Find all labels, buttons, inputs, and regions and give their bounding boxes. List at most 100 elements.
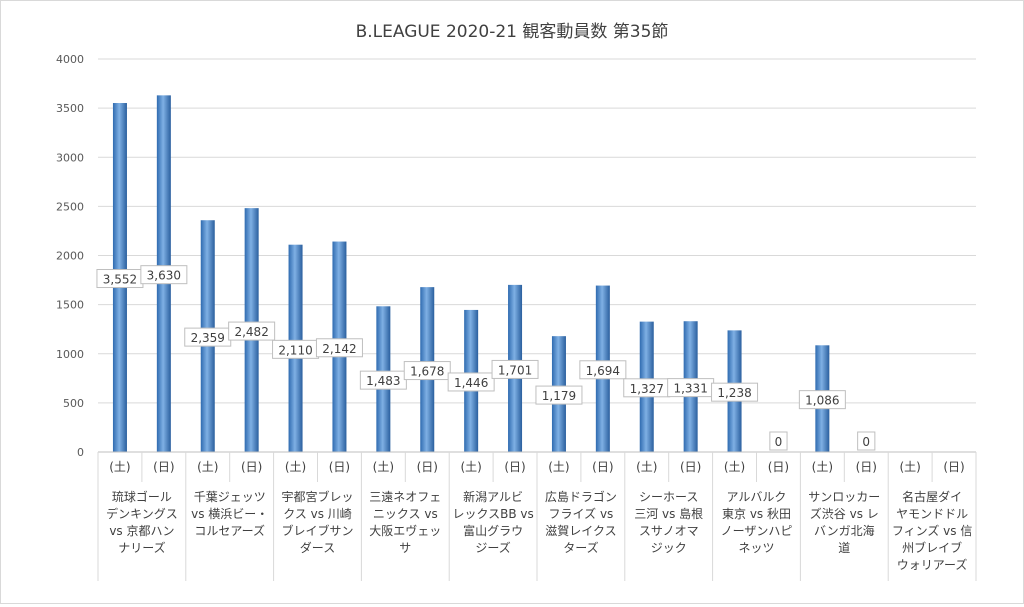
category-label: ウォリアーズ bbox=[897, 557, 968, 572]
category-label: 琉球ゴール bbox=[112, 489, 172, 504]
day-label: (土) bbox=[899, 460, 920, 474]
category-label: ニックス vs bbox=[373, 507, 438, 521]
data-label: 1,701 bbox=[498, 363, 532, 377]
category-label: バンガ北海 bbox=[814, 523, 875, 538]
data-label: 1,678 bbox=[410, 365, 444, 379]
data-label: 3,552 bbox=[103, 273, 137, 287]
category-label: ダース bbox=[300, 540, 335, 555]
y-tick-label: 3000 bbox=[56, 151, 84, 164]
day-label: (日) bbox=[504, 460, 525, 474]
data-label-box bbox=[228, 321, 276, 341]
category-label: コルセアーズ bbox=[194, 523, 265, 538]
data-label: 1,179 bbox=[542, 389, 576, 403]
data-label-box bbox=[315, 338, 363, 358]
data-label-box bbox=[769, 431, 788, 451]
day-label: (土) bbox=[285, 460, 306, 474]
category-label: ターズ bbox=[563, 540, 598, 555]
category-label: ズ渋谷 vs レ bbox=[810, 506, 879, 521]
category-label: ジーズ bbox=[475, 540, 510, 555]
data-label-box bbox=[857, 431, 876, 451]
category-label: サ bbox=[399, 541, 411, 555]
category-label: サンロッカー bbox=[808, 490, 880, 504]
category-label: 名古屋ダイ bbox=[902, 489, 962, 504]
data-label-box bbox=[711, 382, 759, 402]
day-label: (日) bbox=[153, 460, 174, 474]
y-tick-label: 2500 bbox=[56, 200, 84, 213]
data-label-box bbox=[359, 370, 407, 390]
y-tick-label: 0 bbox=[77, 446, 84, 459]
category-label: クス vs 川崎 bbox=[283, 507, 352, 521]
data-label: 0 bbox=[862, 435, 870, 449]
data-label-box bbox=[535, 385, 583, 405]
day-label: (土) bbox=[109, 460, 130, 474]
day-label: (土) bbox=[548, 460, 569, 474]
data-label: 1,327 bbox=[630, 382, 664, 396]
data-label: 2,142 bbox=[322, 342, 356, 356]
day-label: (土) bbox=[197, 460, 218, 474]
category-label: 三河 vs 島根 bbox=[634, 506, 703, 521]
data-label: 1,238 bbox=[717, 386, 751, 400]
day-label: (土) bbox=[636, 460, 657, 474]
category-label: 大阪エヴェッ bbox=[369, 523, 441, 538]
category-label: 三遠ネオフェ bbox=[369, 490, 441, 504]
data-label-box bbox=[447, 372, 495, 392]
category-label: 広島ドラゴン bbox=[545, 489, 617, 504]
y-tick-label: 3500 bbox=[56, 102, 84, 115]
category-label: vs 横浜ビー・ bbox=[191, 507, 268, 521]
category-label: ジック bbox=[651, 541, 687, 555]
data-label: 3,630 bbox=[147, 269, 181, 283]
category-label: 州ブレイブ bbox=[902, 540, 962, 555]
category-label: デンキングス bbox=[106, 506, 178, 521]
data-label: 2,359 bbox=[191, 331, 225, 345]
category-label: スサノオマ bbox=[639, 524, 699, 538]
category-label: シーホース bbox=[639, 490, 698, 504]
day-label: (土) bbox=[460, 460, 481, 474]
category-label: 東京 vs 秋田 bbox=[722, 507, 791, 521]
category-label: vs 京都ハン bbox=[109, 524, 174, 538]
data-label-box bbox=[403, 361, 451, 381]
category-label: アルバルク bbox=[727, 490, 787, 504]
data-label: 1,331 bbox=[673, 382, 707, 396]
y-tick-label: 4000 bbox=[56, 53, 84, 66]
day-label: (日) bbox=[329, 460, 350, 474]
data-label: 1,483 bbox=[366, 374, 400, 388]
day-label: (日) bbox=[943, 460, 964, 474]
day-label: (日) bbox=[856, 460, 877, 474]
category-label: フライズ vs bbox=[548, 506, 613, 521]
data-label-box bbox=[579, 360, 627, 380]
category-label: ノーザンハピ bbox=[721, 524, 793, 538]
data-label: 2,482 bbox=[234, 325, 268, 339]
day-label: (土) bbox=[724, 460, 745, 474]
day-label: (日) bbox=[241, 460, 262, 474]
day-label: (日) bbox=[680, 460, 701, 474]
data-label: 2,110 bbox=[278, 343, 312, 357]
category-label: 滋賀レイクス bbox=[545, 524, 616, 538]
y-tick-label: 2000 bbox=[56, 250, 84, 263]
data-label: 0 bbox=[775, 435, 783, 449]
category-label: ヤモンドドル bbox=[896, 507, 968, 521]
data-label: 1,694 bbox=[586, 364, 620, 378]
data-label: 1,446 bbox=[454, 376, 488, 390]
category-label: フィンズ vs 信 bbox=[892, 523, 973, 538]
category-label: 新潟アルビ bbox=[463, 489, 523, 504]
category-label: 宇都宮ブレッ bbox=[281, 489, 353, 504]
category-label: 道 bbox=[838, 541, 850, 555]
data-label-box bbox=[140, 265, 188, 285]
y-tick-label: 500 bbox=[63, 397, 84, 410]
chart-title: B.LEAGUE 2020-21 観客動員数 第35節 bbox=[356, 22, 669, 42]
day-label: (日) bbox=[417, 460, 438, 474]
data-label-box bbox=[798, 390, 846, 410]
category-label: ナリーズ bbox=[118, 540, 165, 555]
day-label: (日) bbox=[592, 460, 613, 474]
category-label: 富山グラウ bbox=[463, 523, 523, 538]
data-label-box bbox=[491, 359, 539, 379]
category-label: レックスBB vs bbox=[452, 507, 533, 521]
data-label: 1,086 bbox=[805, 394, 839, 408]
day-label: (土) bbox=[373, 460, 394, 474]
day-label: (土) bbox=[812, 460, 833, 474]
y-tick-label: 1500 bbox=[56, 299, 84, 312]
y-tick-label: 1000 bbox=[56, 348, 84, 361]
category-label: ネッツ bbox=[738, 541, 774, 555]
